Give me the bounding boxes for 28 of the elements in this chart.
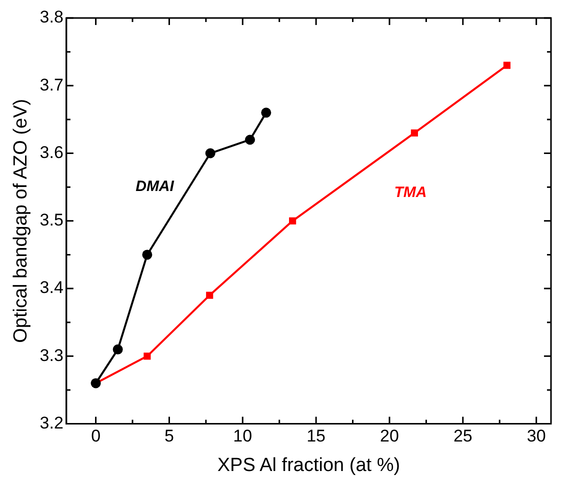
y-tick-label: 3.3	[40, 346, 64, 365]
x-tick-label: 5	[164, 426, 174, 446]
y-tick-label: 3.5	[40, 210, 64, 230]
y-tick-label: 3.4	[40, 278, 64, 298]
point	[205, 148, 216, 158]
point	[142, 250, 152, 260]
y-tick-label: 3.8	[40, 8, 64, 27]
x-axis-title: XPS Al fraction (at %)	[217, 454, 400, 476]
x-tick-label: 10	[233, 426, 252, 446]
y-axis-title: Optical bandgap of AZO (eV)	[10, 98, 32, 343]
point	[244, 134, 255, 145]
x-tick-label: 30	[526, 426, 546, 446]
y-tick-label: 3.7	[40, 75, 64, 94]
x-tick-label: 20	[380, 426, 399, 446]
x-tick-label: 0	[91, 426, 101, 446]
point	[144, 352, 151, 360]
point	[289, 217, 296, 224]
y-tick-label: 3.6	[40, 142, 64, 162]
series-label: TMA	[394, 184, 427, 202]
point	[503, 62, 510, 69]
point	[112, 344, 123, 354]
x-tick-label: 15	[306, 426, 326, 446]
y-tick-label: 3.2	[40, 413, 64, 432]
x-tick-label: 25	[453, 426, 472, 446]
series-label: DMAI	[136, 178, 175, 196]
point	[261, 108, 272, 118]
point	[410, 129, 418, 137]
point	[206, 292, 214, 299]
